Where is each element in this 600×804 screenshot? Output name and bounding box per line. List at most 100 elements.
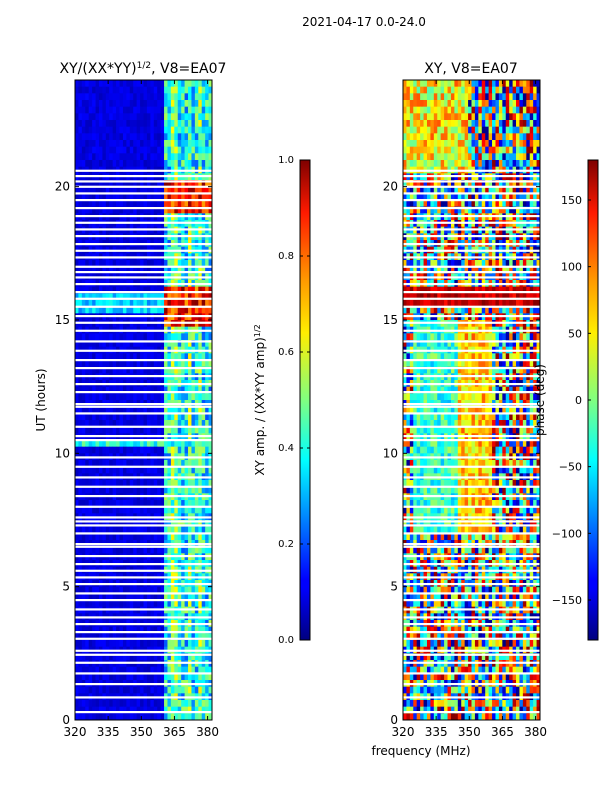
heatmap-cell — [444, 87, 448, 94]
heatmap-cell — [78, 700, 82, 707]
heatmap-cell — [140, 640, 144, 647]
flagged-row — [75, 266, 212, 268]
heatmap-cell — [120, 687, 124, 694]
heatmap-cell — [82, 713, 86, 720]
heatmap-cell — [78, 640, 82, 647]
flagged-row — [75, 306, 212, 308]
heatmap-cell — [478, 140, 482, 147]
flagged-row — [75, 683, 212, 685]
heatmap-cell — [164, 113, 168, 120]
ut-axis-label: UT (hours) — [34, 368, 48, 431]
heatmap-cell — [410, 120, 414, 127]
heatmap-cell — [417, 147, 421, 154]
heatmap-cell — [202, 107, 206, 114]
heatmap-cell — [181, 687, 185, 694]
heatmap-cell — [441, 127, 445, 134]
heatmap-cell — [137, 153, 141, 160]
heatmap-cell — [171, 100, 175, 107]
heatmap-cell — [126, 93, 130, 100]
heatmap-cell — [144, 140, 148, 147]
heatmap-cell — [427, 107, 431, 114]
heatmap-cell — [133, 80, 137, 87]
heatmap-cell — [140, 133, 144, 140]
heatmap-cell — [147, 713, 151, 720]
heatmap-cell — [96, 713, 100, 720]
heatmap-cell — [420, 160, 424, 167]
heatmap-cell — [164, 393, 168, 400]
heatmap-cell — [195, 140, 199, 147]
heatmap-cell — [516, 147, 520, 154]
heatmap-cell — [123, 107, 127, 114]
heatmap-cell — [424, 113, 428, 120]
heatmap-cell — [523, 133, 527, 140]
heatmap-cell — [430, 160, 434, 167]
heatmap-cell — [205, 127, 209, 134]
heatmap-cell — [161, 93, 165, 100]
heatmap-cell — [92, 640, 96, 647]
heatmap-cell — [150, 687, 154, 694]
heatmap-cell — [468, 100, 472, 107]
flagged-row — [75, 412, 212, 414]
heatmap-cell — [424, 87, 428, 94]
heatmap-cell — [506, 133, 510, 140]
heatmap-cell — [519, 107, 523, 114]
heatmap-cell — [185, 640, 189, 647]
heatmap-cell — [495, 107, 499, 114]
heatmap-cell — [154, 93, 158, 100]
heatmap-cell — [413, 100, 417, 107]
flagged-row — [75, 207, 212, 209]
heatmap-cell — [96, 120, 100, 127]
heatmap-cell — [205, 80, 209, 87]
heatmap-cell — [174, 93, 178, 100]
heatmap-cell — [123, 113, 127, 120]
heatmap-cell — [191, 100, 195, 107]
flagged-row — [75, 576, 212, 578]
heatmap-cell — [157, 87, 161, 94]
heatmap-cell — [185, 93, 189, 100]
heatmap-cell — [178, 140, 182, 147]
heatmap-cell — [140, 687, 144, 694]
flagged-row — [75, 711, 212, 713]
heatmap-cell — [417, 120, 421, 127]
heatmap-cell — [154, 713, 158, 720]
heatmap-cell — [106, 147, 110, 154]
heatmap-cell — [167, 120, 171, 127]
heatmap-cell — [167, 160, 171, 167]
heatmap-cell — [116, 687, 120, 694]
heatmap-cell — [92, 147, 96, 154]
heatmap-cell — [413, 80, 417, 87]
heatmap-cell — [116, 100, 120, 107]
heatmap-cell — [475, 100, 479, 107]
heatmap-cell — [157, 133, 161, 140]
heatmap-cell — [126, 640, 130, 647]
heatmap-cell — [96, 447, 100, 454]
heatmap-cell — [410, 80, 414, 87]
heatmap-cell — [205, 393, 209, 400]
heatmap-cell — [157, 107, 161, 114]
heatmap-cell — [154, 140, 158, 147]
heatmap-cell — [85, 147, 89, 154]
heatmap-cell — [502, 120, 506, 127]
heatmap-cell — [417, 107, 421, 114]
heatmap-cell — [458, 147, 462, 154]
heatmap-cell — [526, 93, 530, 100]
heatmap-cell — [85, 120, 89, 127]
heatmap-cell — [171, 87, 175, 94]
heatmap-cell — [506, 120, 510, 127]
heatmap-cell — [198, 113, 202, 120]
heatmap-cell — [178, 700, 182, 707]
heatmap-cell — [533, 93, 537, 100]
heatmap-cell — [185, 120, 189, 127]
heatmap-cell — [99, 160, 103, 167]
heatmap-cell — [499, 153, 503, 160]
heatmap-cell — [150, 87, 154, 94]
heatmap-cell — [130, 153, 134, 160]
amplitude-colorbar: 0.00.20.40.60.81.0 XY amp. / (XX*YY amp)… — [253, 155, 311, 646]
heatmap-cell — [167, 100, 171, 107]
heatmap-cell — [509, 133, 513, 140]
heatmap-cell — [116, 87, 120, 94]
heatmap-cell — [191, 393, 195, 400]
heatmap-cell — [458, 127, 462, 134]
heatmap-cell — [513, 153, 517, 160]
heatmap-cell — [516, 100, 520, 107]
